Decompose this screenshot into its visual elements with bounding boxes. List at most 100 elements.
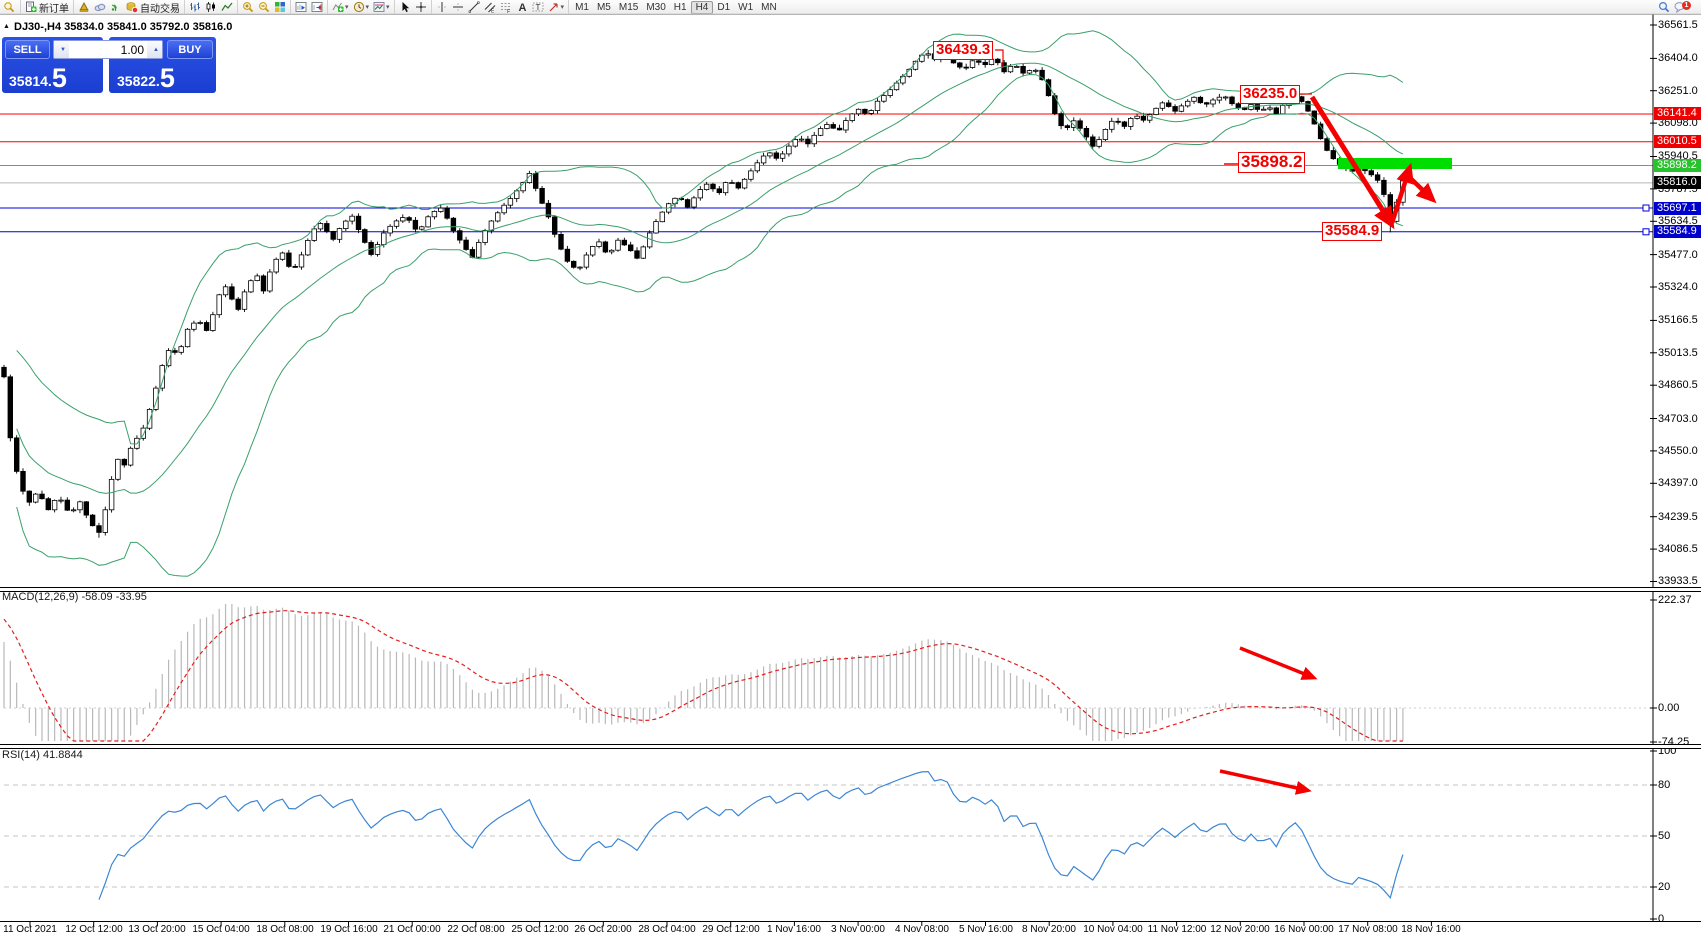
chart-shift-icon[interactable] (309, 1, 325, 14)
templates-icon[interactable]: ▾ (371, 1, 392, 14)
price-tick-label: 34086.5 (1658, 543, 1698, 555)
horizontal-line-icon[interactable] (450, 1, 466, 14)
macd-panel-splitter[interactable] (0, 587, 1701, 592)
time-tick-label: 25 Oct 12:00 (511, 924, 569, 935)
price-level-badge: 36010.5 (1654, 135, 1701, 148)
equidistant-channel-icon[interactable]: E (482, 1, 498, 14)
macd-signal-line (3, 610, 1403, 742)
market-watch-icon[interactable] (2, 1, 18, 14)
annotation-price-label[interactable]: 35898.2 (1238, 152, 1306, 173)
time-tick-label: 18 Oct 08:00 (256, 924, 314, 935)
timeframe-switcher: M1 M5 M15 M30 H1 H4 D1 W1 MN (568, 0, 783, 14)
toolbar-group (393, 0, 431, 14)
buy-price: 35822. 5 (117, 63, 175, 93)
time-tick-label: 18 Nov 16:00 (1401, 924, 1461, 935)
chart-title-ohlc: DJ30-,H4 35834.0 35841.0 35792.0 35816.0 (14, 21, 233, 33)
time-tick-label: 29 Oct 12:00 (702, 924, 760, 935)
price-tick-label: 36098.0 (1658, 117, 1698, 129)
timeframe-button-m5[interactable]: M5 (596, 1, 611, 13)
dropdown-caret-icon[interactable]: ▾ (386, 4, 390, 11)
timeframe-button-m15[interactable]: M15 (618, 1, 639, 13)
time-tick-label: 5 Nov 16:00 (959, 924, 1013, 935)
dropdown-caret-icon[interactable]: ▾ (365, 4, 370, 11)
annotation-price-label[interactable]: 35584.9 (1322, 222, 1383, 241)
price-tick-label: 35477.0 (1658, 249, 1698, 261)
candlestick-chart-icon[interactable] (203, 1, 219, 14)
svg-text:E: E (491, 9, 495, 14)
price-level-badge: 35898.2 (1654, 159, 1701, 172)
cursor-icon[interactable] (397, 1, 413, 14)
toolbar-group: ▾ ▾ ▾ (327, 0, 394, 14)
text-label-icon[interactable]: T (530, 1, 546, 14)
volume-increase-button[interactable]: ▲ (147, 41, 162, 58)
crosshair-icon[interactable] (413, 1, 429, 14)
rsi-tick-label: 0 (1658, 913, 1665, 925)
text-icon[interactable]: A (514, 1, 530, 14)
timeframe-button-h1[interactable]: H1 (673, 1, 687, 13)
timeframe-button-w1[interactable]: W1 (738, 1, 754, 13)
annotation-price-label[interactable]: 36439.3 (933, 41, 994, 60)
price-level-badge: 35584.9 (1654, 225, 1701, 238)
cloud-icon[interactable] (92, 1, 108, 14)
hline-drag-handle[interactable] (1642, 204, 1650, 212)
timeframe-button-m1[interactable]: M1 (575, 1, 589, 13)
timeframe-button-m30[interactable]: M30 (646, 1, 666, 13)
buy-button[interactable]: BUY (167, 40, 213, 59)
time-tick-label: 4 Nov 08:00 (895, 924, 949, 935)
styler-icon[interactable] (76, 1, 92, 14)
time-tick-label: 12 Nov 20:00 (1210, 924, 1270, 935)
zoom-in-icon[interactable] (240, 1, 256, 14)
one-click-panel-toggle[interactable]: ▲ (3, 23, 10, 30)
price-tick-label: 36251.0 (1658, 85, 1698, 97)
hline-drag-handle[interactable] (1642, 228, 1650, 236)
svg-text:T: T (535, 3, 540, 12)
volume-decrease-button[interactable]: ▼ (54, 41, 69, 58)
timeframe-button-mn[interactable]: MN (761, 1, 777, 13)
bar-chart-icon[interactable] (187, 1, 203, 14)
time-tick-label: 11 Nov 12:00 (1147, 924, 1207, 935)
indicators-icon[interactable]: ▾ (330, 1, 351, 14)
price-tick-label: 34239.5 (1658, 511, 1698, 523)
timeframe-button-h4[interactable]: H4 (690, 0, 714, 14)
time-tick-label: 15 Oct 04:00 (192, 924, 250, 935)
time-tick-label: 3 Nov 00:00 (831, 924, 885, 935)
time-tick-label: 26 Oct 20:00 (574, 924, 632, 935)
zoom-out-icon[interactable] (256, 1, 272, 14)
arrows-shapes-icon[interactable]: ▾ (546, 1, 567, 14)
sell-price: 35814. 5 (9, 63, 67, 93)
rsi-tick-label: 80 (1658, 779, 1671, 791)
tile-windows-icon[interactable] (272, 1, 288, 14)
time-tick-label: 12 Oct 12:00 (65, 924, 123, 935)
search-icon[interactable] (1656, 1, 1672, 14)
price-tick-label: 35013.5 (1658, 347, 1698, 359)
new-order-label: 新订单 (39, 3, 69, 15)
fibonacci-icon[interactable]: F (498, 1, 514, 14)
line-chart-icon[interactable] (219, 1, 235, 14)
auto-trading-icon[interactable]: 自动交易 (124, 1, 182, 15)
time-tick-label: 13 Oct 20:00 (128, 924, 186, 935)
macd-histogram (3, 604, 1404, 741)
new-order-icon[interactable]: 新订单 (23, 1, 71, 15)
vertical-line-icon[interactable] (434, 1, 450, 14)
signals-icon[interactable] (108, 1, 124, 14)
time-tick-label: 8 Nov 20:00 (1022, 924, 1076, 935)
timeframe-button-d1[interactable]: D1 (717, 1, 731, 13)
chat-icon[interactable]: 1 (1672, 0, 1697, 14)
rsi-panel-splitter[interactable] (0, 744, 1701, 749)
trendline-icon[interactable] (466, 1, 482, 14)
volume-input[interactable] (69, 41, 147, 58)
chart-autoscroll-icon[interactable] (293, 1, 309, 14)
dropdown-caret-icon[interactable]: ▾ (560, 4, 565, 11)
toolbar-group (237, 0, 290, 14)
periods-icon[interactable]: ▾ (351, 1, 372, 14)
toolbar-group: 新订单 (20, 0, 73, 15)
annotation-price-label[interactable]: 36235.0 (1240, 85, 1301, 104)
price-tick-label: 34550.0 (1658, 445, 1698, 457)
sell-button[interactable]: SELL (5, 40, 50, 59)
dropdown-caret-icon[interactable]: ▾ (345, 4, 349, 11)
time-tick-label: 19 Oct 16:00 (320, 924, 378, 935)
rsi-indicator-label: RSI(14) 41.8844 (2, 749, 83, 761)
price-tick-label: 34397.0 (1658, 477, 1698, 489)
one-click-trading-panel: 35814.5 35822.5 SELL ▼ ▲ BUY (2, 37, 216, 93)
